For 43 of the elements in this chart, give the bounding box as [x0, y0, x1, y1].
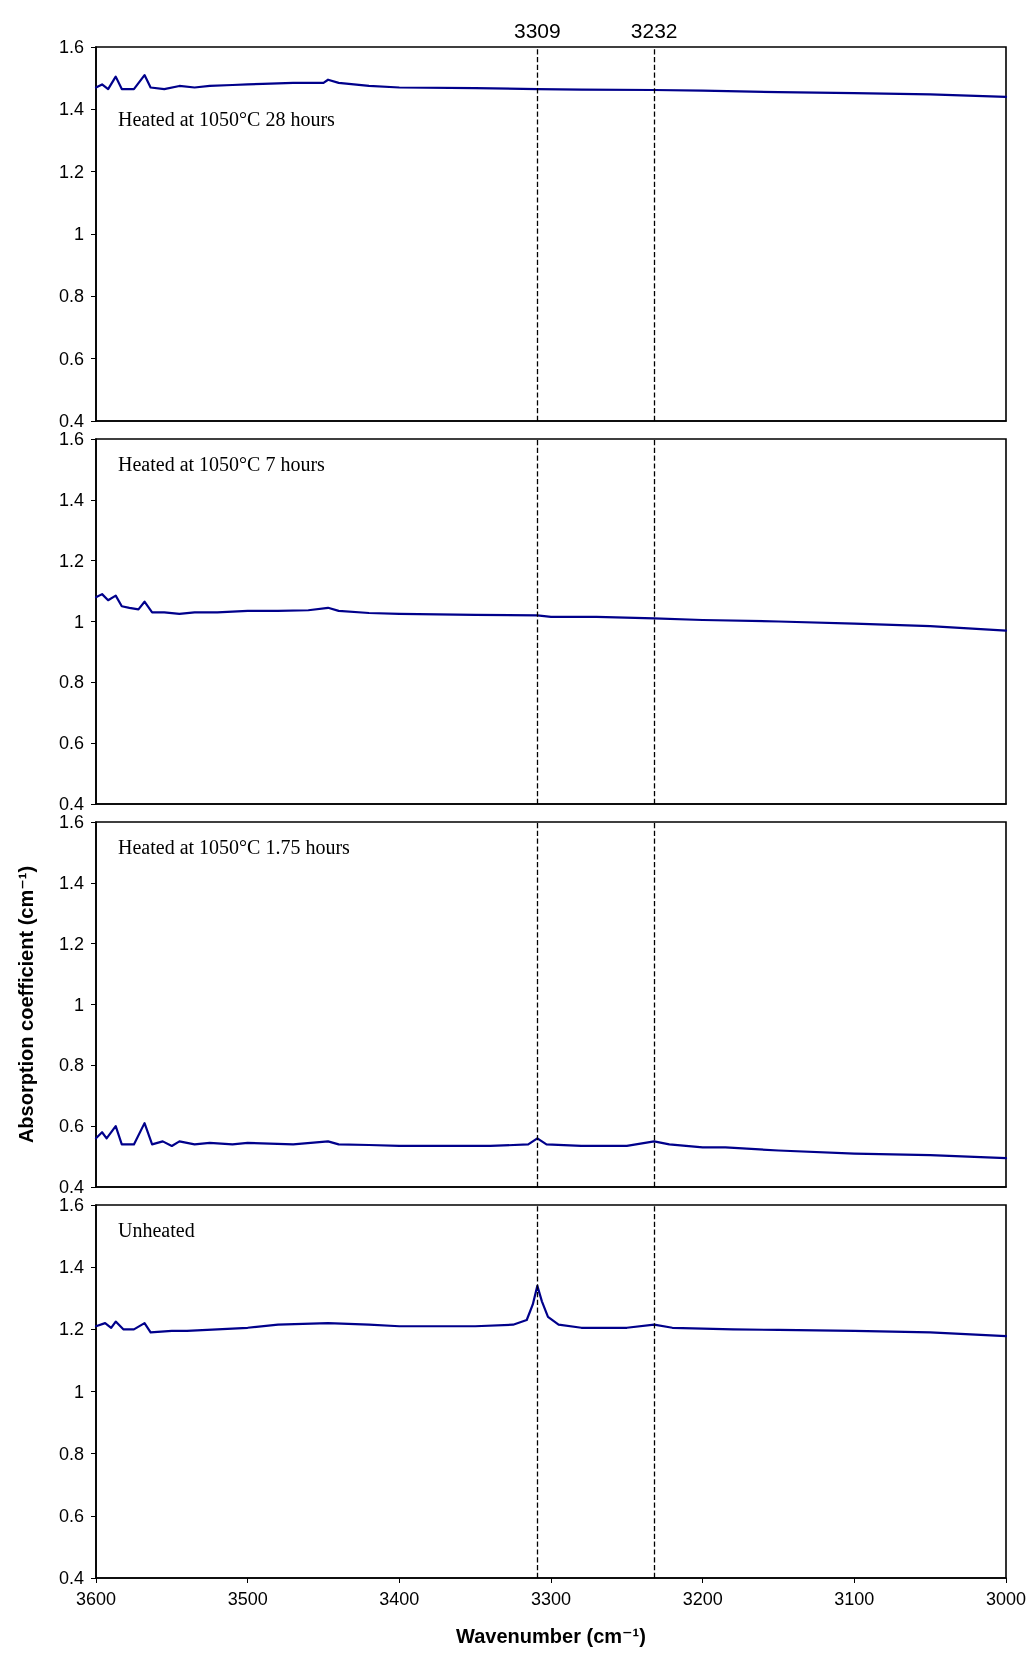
y-tick-label: 1.4 [58, 872, 84, 893]
x-tick-label: 3100 [834, 1589, 875, 1609]
x-tick-label: 3000 [985, 1589, 1027, 1609]
ref-line-label: 3232 [630, 19, 678, 42]
y-tick-label: 0.6 [58, 348, 84, 369]
y-tick-label: 1.6 [58, 812, 84, 832]
y-tick-label: 0.8 [58, 1055, 84, 1076]
y-tick-label: 0.6 [58, 1116, 84, 1137]
x-tick-label: 3600 [75, 1589, 117, 1609]
y-tick-label: 0.8 [58, 1443, 84, 1464]
y-tick-label: 1 [73, 1381, 84, 1402]
y-tick-label: 1.6 [58, 1195, 84, 1215]
y-tick-label: 1.6 [58, 37, 84, 57]
y-tick-label: 0.4 [58, 411, 84, 431]
x-tick-label: 3300 [530, 1589, 572, 1609]
y-tick-label: 0.6 [58, 733, 84, 754]
y-tick-label: 1.2 [58, 933, 84, 954]
y-tick-label: 1.2 [58, 1319, 84, 1340]
y-axis-title: Absorption coefficient (cm⁻¹) [15, 865, 37, 1144]
annotation: Heated at 1050°C 28 hours [118, 108, 336, 130]
y-tick-label: 0.8 [58, 286, 84, 307]
annotation: Heated at 1050°C 1.75 hours [118, 836, 351, 858]
y-tick-label: 1.2 [58, 550, 84, 571]
y-tick-label: 1 [73, 994, 84, 1015]
y-tick-label: 1.6 [58, 429, 84, 449]
y-tick-label: 1.4 [58, 489, 84, 510]
x-tick-label: 3200 [682, 1589, 723, 1609]
ref-line-label: 3309 [513, 19, 561, 42]
y-tick-label: 0.4 [58, 1177, 84, 1197]
y-tick-label: 0.8 [58, 672, 84, 693]
y-tick-label: 1.2 [58, 161, 84, 182]
y-tick-label: 0.6 [58, 1505, 84, 1526]
y-tick-label: 1.4 [58, 99, 84, 120]
y-tick-label: 0.4 [58, 794, 84, 814]
y-tick-label: 1.4 [58, 1257, 84, 1278]
annotation: Heated at 1050°C 7 hours [118, 453, 326, 475]
annotation: Unheated [118, 1219, 195, 1241]
x-tick-label: 3400 [379, 1589, 420, 1609]
x-tick-label: 3500 [227, 1589, 268, 1609]
y-tick-label: 0.4 [58, 1568, 84, 1588]
y-tick-label: 1 [73, 224, 84, 244]
y-tick-label: 1 [73, 611, 84, 632]
x-axis-title: Wavenumber (cm⁻¹) [456, 1625, 646, 1647]
